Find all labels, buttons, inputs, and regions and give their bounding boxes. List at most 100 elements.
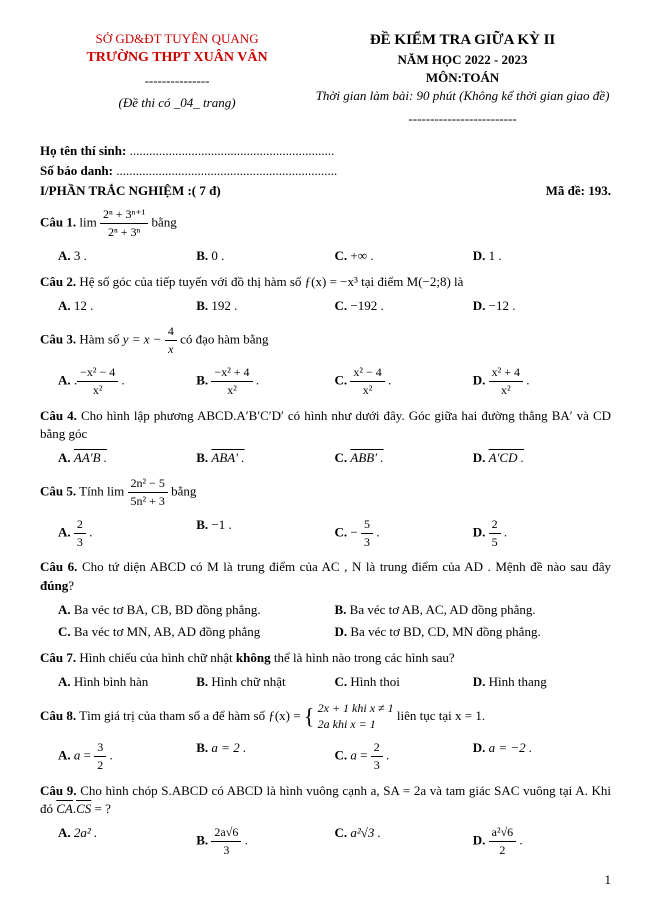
q5-opt-d: D. 25 . [473,514,611,553]
q2-label: Câu 2. [40,274,76,289]
header-left: SỞ GD&ĐT TUYÊN QUANG TRƯỜNG THPT XUÂN VÂ… [40,30,314,132]
school-line: TRƯỜNG THPT XUÂN VÂN [40,48,314,68]
q2-text: Hệ số góc của tiếp tuyến với đồ thị hàm … [79,274,463,289]
q8-opt-d: D. a = −2 . [473,737,611,776]
name-dots: ........................................… [130,143,335,158]
q7-opt-b: B. Hình chữ nhật [196,671,334,693]
q1-opt-c: C. +∞ . [335,245,473,267]
q3-n4: 4 [165,323,177,341]
q1-opt-b: B. 0 . [196,245,334,267]
q9-options: A. 2a² . B. 2a√63 . C. a²√3 . D. a²√62 . [40,822,611,861]
id-dots: ........................................… [116,163,337,178]
q9-opt-c: C. a²√3 . [335,822,473,861]
q6-opt-b: B. Ba véc tơ AB, AC, AD đồng phẳng. [335,599,612,621]
student-info: Họ tên thí sinh: .......................… [40,142,611,201]
question-6: Câu 6. Cho tứ diện ABCD có M là trung đi… [40,558,611,594]
q8-text2: liên tục tại x = 1. [397,707,485,722]
q5-den: 5n² + 3 [128,493,168,510]
q9-ov2: CS [76,801,91,816]
q2-opt-d: D. −12 . [473,295,611,317]
q9-label: Câu 9. [40,783,77,798]
department-line: SỞ GD&ĐT TUYÊN QUANG [40,30,314,48]
q7-text2: thể là hình nào trong các hình sau? [274,650,455,665]
q5-num: 2n² − 5 [128,475,168,493]
section-title: I/PHẦN TRẮC NGHIỆM :( 7 đ) [40,182,221,200]
q1-text2: bằng [151,215,176,230]
q2-options: A. 12 . B. 192 . C. −192 . D. −12 . [40,295,611,317]
q6-q: ? [68,578,74,593]
q5-text2: bằng [171,484,196,499]
q7-label: Câu 7. [40,650,76,665]
q6-opt-d: D. Ba véc tơ BD, CD, MN đồng phẳng. [335,621,612,643]
q9-ov1: CA [56,801,73,816]
q9-opt-d: D. a²√62 . [473,822,611,861]
q1-label: Câu 1. [40,215,76,230]
student-id-line: Số báo danh: ...........................… [40,162,611,180]
q3-options: A. .−x² − 4x² . B. −x² + 4x² . C. x² − 4… [40,362,611,401]
q4-opt-b: B. ABA′ . [196,447,334,469]
q6-opt-a: A. Ba véc tơ BA, CB, BD đồng phẳng. [58,599,335,621]
q7-opt-c: C. Hình thoi [335,671,473,693]
q9-text: Cho hình chóp S.ABCD có ABCD là hình vuô… [40,783,611,816]
q1-opt-a: A. 3 . [58,245,196,267]
q6-opt-c: C. Ba véc tơ MN, AB, AD đồng phẳng [58,621,335,643]
q7-opt-d: D. Hình thang [473,671,611,693]
q3-y: y = x − [123,332,165,347]
q4-opt-d: D. A′CD . [473,447,611,469]
q6-options: A. Ba véc tơ BA, CB, BD đồng phẳng. B. B… [40,599,611,643]
q2-opt-b: B. 192 . [196,295,334,317]
q4-options: A. AA′B . B. ABA′ . C. ABB′ . D. A′CD . [40,447,611,469]
q6-label: Câu 6. [40,559,77,574]
q6-text: Cho tứ diện ABCD có M là trung điểm của … [82,559,611,574]
q8-p1: 2x + 1 khi x ≠ 1 [318,700,394,717]
q7-bold: không [236,650,271,665]
q5-label: Câu 5. [40,484,76,499]
q2-opt-c: C. −192 . [335,295,473,317]
q1-den: 2ⁿ + 3ⁿ [100,224,148,241]
q1-num: 2ⁿ + 3ⁿ⁺¹ [100,206,148,224]
q5-frac: 2n² − 5 5n² + 3 [128,475,168,510]
name-label: Họ tên thí sinh: [40,143,130,158]
q8-opt-b: B. a = 2 . [196,737,334,776]
q3-text2: có đạo hàm bằng [180,332,268,347]
q1-text1: lim [79,215,96,230]
q1-opt-d: D. 1 . [473,245,611,267]
q8-opt-c: C. a = 23 . [335,737,473,776]
q1-frac: 2ⁿ + 3ⁿ⁺¹ 2ⁿ + 3ⁿ [100,206,148,241]
q8-p2: 2a khi x = 1 [318,716,394,733]
time-line: Thời gian làm bài: 90 phút (Không kể thờ… [314,87,611,105]
id-label: Số báo danh: [40,163,116,178]
q4-label: Câu 4. [40,408,77,423]
q5-text1: Tính lim [79,484,124,499]
q9-text2: = ? [95,801,111,816]
question-2: Câu 2. Hệ số góc của tiếp tuyến với đồ t… [40,273,611,291]
year-line: NĂM HỌC 2022 - 2023 [314,51,611,69]
q8-label: Câu 8. [40,707,76,722]
question-1: Câu 1. lim 2ⁿ + 3ⁿ⁺¹ 2ⁿ + 3ⁿ bằng [40,206,611,241]
header-right: ĐỀ KIỂM TRA GIỮA KỲ II NĂM HỌC 2022 - 20… [314,30,611,132]
q8-opt-a: A. a = 32 . [58,737,196,776]
q3-opt-d: D. x² + 4x² . [473,362,611,401]
q3-frac: 4 x [165,323,177,358]
page-count: (Đề thi có _04_ trang) [40,94,314,112]
question-3: Câu 3. Hàm số y = x − 4 x có đạo hàm bằn… [40,323,611,358]
q5-opt-c: C. − 53 . [335,514,473,553]
q8-text: Tìm giá trị của tham số a để hàm số ƒ(x)… [79,707,304,722]
question-9: Câu 9. Cho hình chóp S.ABCD có ABCD là h… [40,782,611,818]
page-number: 1 [40,871,611,889]
q3-opt-a: A. .−x² − 4x² . [58,362,196,401]
mon-line: MÔN:TOÁN [314,69,611,87]
q9-opt-b: B. 2a√63 . [196,822,334,861]
q3-label: Câu 3. [40,332,76,347]
q9-opt-a: A. 2a² . [58,822,196,861]
q4-opt-c: C. ABB′ . [335,447,473,469]
q8-piecewise: 2x + 1 khi x ≠ 1 2a khi x = 1 [318,700,394,734]
q7-opt-a: A. Hình bình hàn [58,671,196,693]
q3-dx: x [165,341,177,358]
question-7: Câu 7. Hình chiếu của hình chữ nhật khôn… [40,649,611,667]
section-row: I/PHẦN TRẮC NGHIỆM :( 7 đ) Mã đề: 193. [40,182,611,200]
document-header: SỞ GD&ĐT TUYÊN QUANG TRƯỜNG THPT XUÂN VÂ… [40,30,611,132]
q2-opt-a: A. 12 . [58,295,196,317]
dashes2: ------------------------- [314,110,611,128]
question-8: Câu 8. Tìm giá trị của tham số a để hàm … [40,700,611,734]
